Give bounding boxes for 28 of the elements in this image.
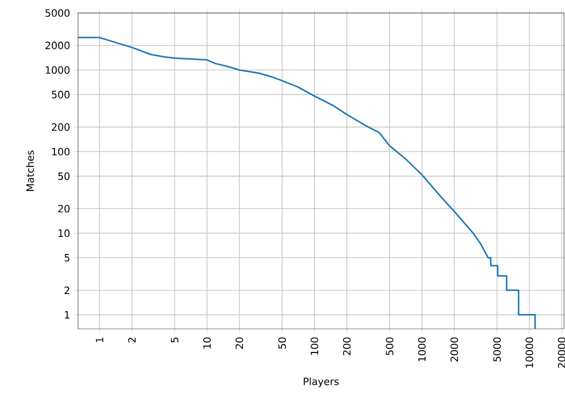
y-tick-label: 2000: [46, 42, 70, 50]
x-tick-label: 50: [278, 337, 286, 349]
y-tick-label: 100: [52, 148, 70, 156]
x-tick-label: 5: [170, 338, 178, 342]
y-tick-label: 200: [52, 123, 70, 131]
y-tick-label: 500: [52, 90, 70, 98]
x-tick-label: 1: [96, 338, 104, 342]
x-tick-label: 10000: [526, 337, 534, 368]
x-tick-label: 20: [236, 337, 244, 349]
y-tick-label: 5000: [46, 9, 70, 17]
y-tick-label: 50: [58, 172, 70, 180]
y-tick-label: 10: [58, 229, 70, 237]
y-tick-label: 20: [58, 204, 70, 212]
y-tick-label: 1: [64, 311, 70, 318]
x-tick-label: 5000: [493, 337, 501, 362]
x-tick-label: 2000: [450, 337, 458, 362]
x-tick-label: 20000: [558, 337, 565, 368]
x-tick-label: 200: [343, 337, 351, 356]
y-tick-label: 1000: [46, 66, 70, 74]
x-tick-label: 10: [203, 337, 211, 348]
y-tick-label: 5: [64, 254, 70, 262]
x-tick-label: 100: [310, 337, 318, 355]
x-tick-label: 2: [128, 338, 136, 342]
y-tick-label: 2: [64, 286, 70, 294]
x-axis-title: Players: [304, 377, 339, 388]
x-tick-label: 500: [386, 337, 394, 356]
y-axis-title: Matches: [26, 150, 34, 191]
x-tick-label: 1000: [418, 337, 426, 362]
